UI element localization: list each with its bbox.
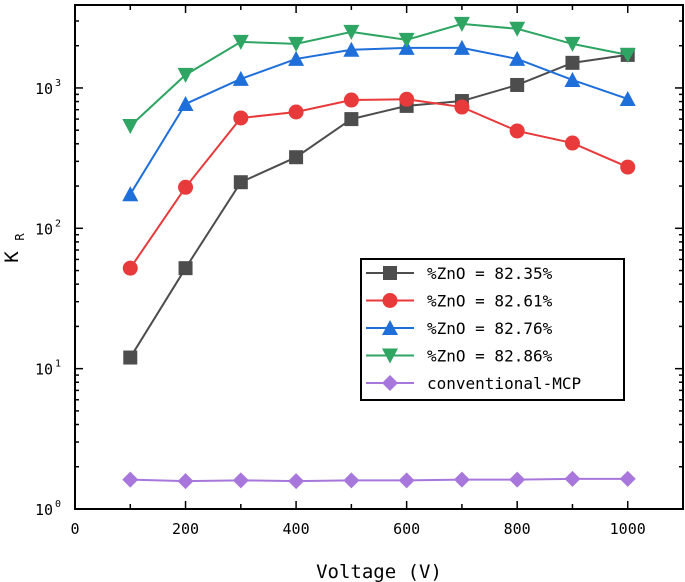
data-point (343, 24, 360, 40)
data-point (343, 41, 360, 57)
data-point (453, 16, 470, 32)
data-point (232, 472, 249, 489)
x-tick-label: 200 (172, 520, 199, 538)
data-point (232, 34, 249, 50)
data-point (122, 260, 138, 276)
data-point (122, 118, 139, 134)
data-point (233, 175, 248, 190)
y-tick-label: 10 (35, 220, 53, 238)
legend-label: conventional-MCP (427, 374, 581, 393)
data-point (453, 471, 470, 488)
data-point (123, 350, 138, 365)
data-point (122, 471, 139, 488)
data-point (232, 70, 249, 86)
data-point (343, 472, 360, 489)
data-point (509, 21, 526, 37)
series-line (130, 477, 628, 483)
legend-label: %ZnO = 82.86% (427, 347, 553, 366)
series-line (129, 46, 629, 195)
data-point (178, 179, 194, 195)
y-tick-exponent: 1 (55, 359, 61, 370)
data-point (564, 36, 581, 52)
series-2 (122, 39, 636, 202)
x-tick-label: 400 (283, 520, 310, 538)
data-point (288, 50, 305, 66)
data-point (564, 71, 581, 87)
data-point (619, 47, 636, 63)
x-tick-label: 0 (70, 520, 79, 538)
data-point (289, 150, 304, 165)
data-point (122, 186, 139, 202)
y-tick-label: 10 (35, 501, 53, 519)
data-point (564, 470, 581, 487)
legend: %ZnO = 82.35% %ZnO = 82.61% %ZnO = 82.76%%… (360, 258, 625, 401)
data-point (453, 39, 470, 55)
data-point (398, 32, 415, 48)
series-line (129, 53, 628, 359)
legend-label: %ZnO = 82.35% (427, 264, 553, 283)
legend-marker (383, 266, 397, 280)
data-point (510, 77, 525, 92)
series-1 (122, 91, 636, 276)
x-tick-label: 600 (393, 520, 420, 538)
data-point (565, 55, 580, 70)
legend-label: %ZnO = 82.61% (427, 292, 553, 311)
data-point (509, 471, 526, 488)
data-point (177, 95, 194, 111)
legend-box (360, 258, 625, 401)
y-tick-exponent: 2 (55, 218, 61, 229)
plot-marks (122, 16, 636, 490)
data-point (233, 110, 249, 126)
data-point (288, 104, 304, 120)
y-tick-label: 10 (35, 361, 53, 379)
data-point (509, 123, 525, 139)
data-point (344, 112, 359, 127)
y-tick-label: 10 (35, 80, 53, 98)
series-line (129, 98, 629, 269)
data-point (288, 36, 305, 52)
legend-marker (382, 375, 398, 391)
y-axis-label: K (1, 251, 23, 263)
series-3 (122, 16, 636, 134)
x-axis-label: Voltage (V) (316, 561, 442, 582)
x-tick-label: 1000 (610, 520, 646, 538)
y-axis-label-group: K R (1, 233, 27, 263)
legend-marker (382, 348, 398, 364)
x-tick-label: 800 (504, 520, 531, 538)
data-point (620, 159, 636, 175)
data-point (177, 67, 194, 83)
data-point (178, 261, 193, 276)
legend-label: %ZnO = 82.76% (427, 319, 553, 338)
series-line (129, 22, 628, 127)
legend-marker (382, 293, 398, 308)
data-point (619, 470, 636, 487)
data-point (564, 135, 580, 151)
data-point (398, 472, 415, 489)
y-tick-exponent: 3 (55, 78, 61, 89)
y-tick-exponent: 0 (55, 499, 61, 510)
y-axis-label-subscript: R (13, 233, 27, 241)
data-point (509, 50, 526, 66)
legend-marker (382, 320, 398, 335)
plot-frame (74, 4, 684, 510)
data-point (454, 99, 470, 115)
data-point (399, 91, 415, 107)
data-point (619, 90, 636, 106)
data-point (288, 473, 305, 490)
data-point (177, 473, 194, 490)
x-axis: 0 200 400 600 800 1000 (70, 5, 684, 538)
data-point (343, 92, 359, 108)
series-4 (122, 470, 636, 490)
